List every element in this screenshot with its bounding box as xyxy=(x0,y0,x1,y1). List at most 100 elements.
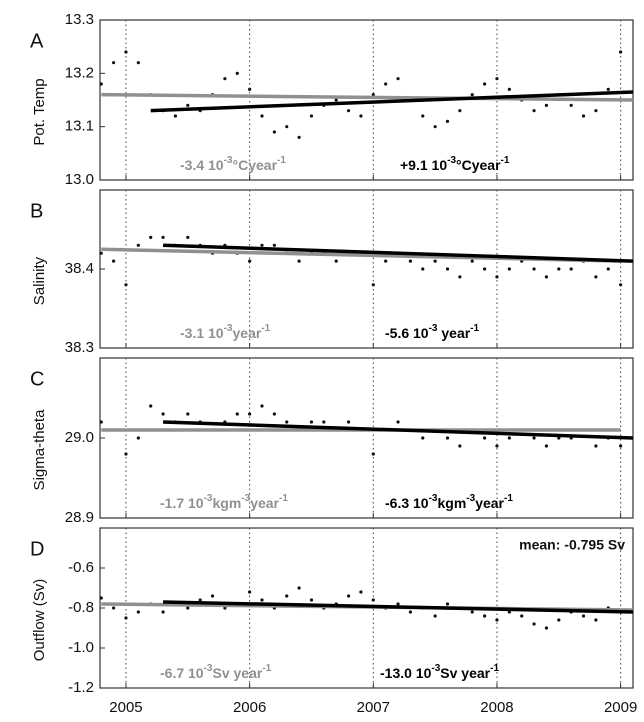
x-tick-label: 2006 xyxy=(233,699,266,716)
y-tick-label: -1.0 xyxy=(68,639,94,656)
data-point xyxy=(260,598,264,602)
y-axis-label: Salinity xyxy=(31,256,48,305)
data-point xyxy=(433,614,437,618)
y-tick-label: 38.3 xyxy=(65,339,94,356)
panel-label: A xyxy=(30,30,44,52)
data-point xyxy=(619,283,623,287)
data-point xyxy=(445,436,450,440)
data-point xyxy=(606,87,610,91)
data-point xyxy=(161,412,165,416)
data-point xyxy=(507,610,511,614)
data-point xyxy=(532,622,536,626)
y-tick-label: -0.6 xyxy=(68,559,94,576)
data-point xyxy=(470,93,474,97)
data-point xyxy=(532,436,536,440)
data-point xyxy=(248,259,252,263)
y-tick-label: 28.9 xyxy=(65,509,94,526)
data-point xyxy=(396,77,400,81)
data-point xyxy=(569,103,573,107)
data-point xyxy=(223,77,227,81)
data-point xyxy=(99,420,103,424)
data-point xyxy=(359,114,363,118)
data-point xyxy=(186,412,190,416)
annotation-text: -3.4 10 xyxy=(180,157,224,173)
x-tick-label: 2005 xyxy=(109,699,142,716)
data-point xyxy=(433,259,437,263)
data-point xyxy=(384,82,388,86)
data-point xyxy=(581,114,586,118)
superscript: -3 xyxy=(429,323,438,334)
data-point xyxy=(248,590,252,594)
data-point xyxy=(458,109,462,113)
data-point xyxy=(346,594,351,598)
annotation-text: +9.1 10 xyxy=(400,157,447,173)
data-point xyxy=(557,618,561,622)
data-point xyxy=(235,412,239,416)
superscript: -3 xyxy=(204,493,213,504)
y-tick-label: -0.8 xyxy=(68,599,94,616)
data-point xyxy=(297,135,301,139)
data-point xyxy=(248,412,252,416)
trend-line xyxy=(101,92,634,102)
superscript: -1 xyxy=(501,155,510,166)
data-point xyxy=(594,618,598,622)
y-axis-label: Pot. Temp xyxy=(31,78,48,145)
superscript: -3 xyxy=(431,663,440,674)
annotation-text: -13.0 10 xyxy=(380,665,432,681)
superscript: -1 xyxy=(490,663,499,674)
data-point xyxy=(569,267,573,271)
data-point xyxy=(186,103,190,107)
data-point xyxy=(544,626,549,630)
data-point xyxy=(99,82,103,86)
data-point xyxy=(421,436,425,440)
superscript: -3 xyxy=(224,155,233,166)
data-point xyxy=(507,267,511,271)
trend-annotation: -13.0 10-3Sv year-1 xyxy=(380,663,499,681)
data-point xyxy=(544,444,549,448)
data-point xyxy=(210,594,215,598)
data-point xyxy=(272,130,276,134)
data-point xyxy=(346,420,351,424)
data-point xyxy=(594,109,598,113)
data-point xyxy=(495,77,499,81)
superscript: -1 xyxy=(470,323,479,334)
data-point xyxy=(297,586,301,590)
annotation-text: Sv year xyxy=(440,665,490,681)
data-point xyxy=(371,283,375,287)
data-point xyxy=(458,444,462,448)
annotation-text: kgm xyxy=(438,495,467,511)
superscript: -1 xyxy=(262,663,271,674)
data-point xyxy=(124,452,128,456)
data-point xyxy=(445,119,450,123)
data-point xyxy=(334,259,338,263)
data-point xyxy=(483,82,487,86)
data-point xyxy=(124,50,128,54)
data-point xyxy=(99,596,103,600)
data-point xyxy=(371,93,375,97)
data-point xyxy=(149,235,153,239)
data-point xyxy=(606,267,610,271)
data-point xyxy=(396,420,400,424)
data-point xyxy=(136,436,140,440)
data-point xyxy=(186,606,190,610)
panel-label: C xyxy=(30,368,44,390)
data-point xyxy=(495,618,499,622)
panel-label: B xyxy=(30,200,43,222)
annotation-text: year xyxy=(233,325,262,341)
data-point xyxy=(136,243,140,247)
data-point xyxy=(507,436,511,440)
data-point xyxy=(285,420,289,424)
data-point xyxy=(112,606,116,610)
superscript: -3 xyxy=(224,323,233,334)
data-point xyxy=(408,610,413,614)
data-point xyxy=(532,267,536,271)
data-point xyxy=(594,444,598,448)
data-point xyxy=(322,420,326,424)
x-tick-label: 2009 xyxy=(604,699,637,716)
trend-line xyxy=(150,90,634,113)
data-point xyxy=(619,444,623,448)
annotation-text: year xyxy=(438,325,471,341)
trend-annotation: -5.6 10-3 year-1 xyxy=(385,323,480,341)
data-point xyxy=(346,109,351,113)
data-point xyxy=(260,243,264,247)
